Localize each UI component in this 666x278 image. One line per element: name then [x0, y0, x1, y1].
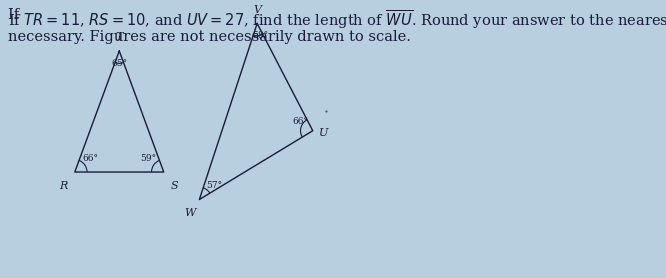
Text: S: S [171, 181, 178, 191]
Text: 66°: 66° [83, 154, 99, 163]
Text: 65°: 65° [111, 59, 127, 68]
Text: R: R [59, 181, 68, 191]
Text: necessary. Figures are not necessarily drawn to scale.: necessary. Figures are not necessarily d… [8, 30, 411, 44]
Text: 58°: 58° [252, 31, 268, 40]
Text: 59°: 59° [140, 154, 157, 163]
Text: 57°: 57° [206, 181, 222, 190]
Text: If: If [8, 8, 24, 22]
Text: 66°: 66° [292, 116, 308, 126]
Text: U: U [319, 128, 328, 138]
Text: If $\mathit{TR}=11$, $\mathit{RS}=10$, and $\mathit{UV}=27$, find the length of : If $\mathit{TR}=11$, $\mathit{RS}=10$, a… [8, 8, 666, 31]
Text: W: W [184, 208, 196, 218]
Text: V: V [253, 5, 261, 15]
Text: T: T [116, 32, 123, 42]
